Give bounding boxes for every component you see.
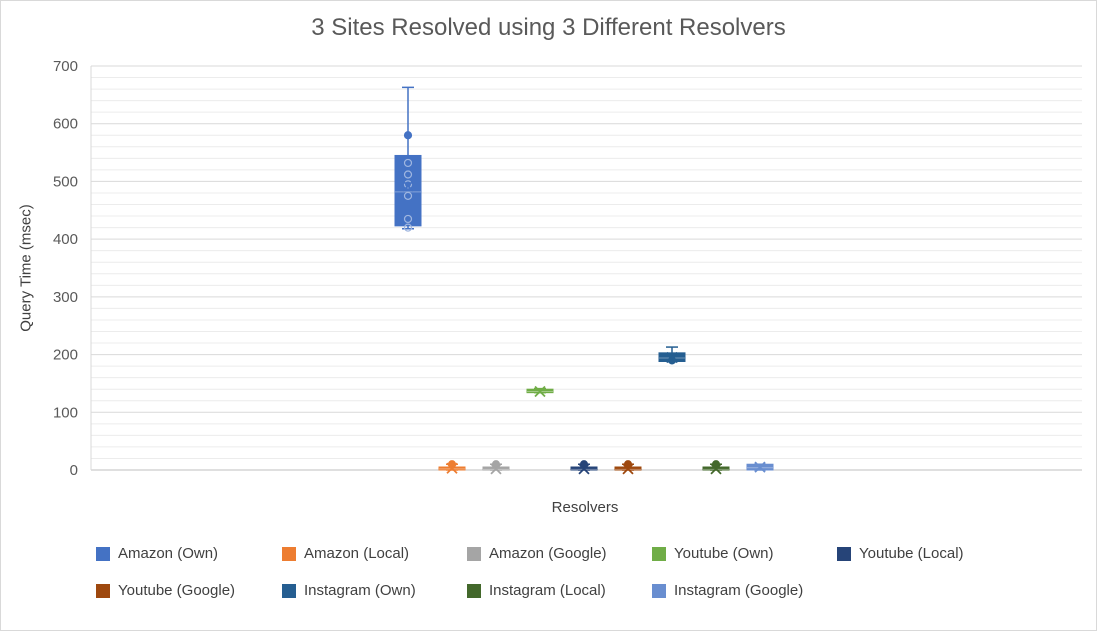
legend-swatch (652, 546, 666, 561)
legend-swatch (467, 583, 481, 598)
mean-marker (754, 461, 766, 473)
legend-item: Amazon (Own) (96, 545, 218, 562)
data-point (403, 223, 413, 232)
legend-swatch (467, 546, 481, 561)
legend-label: Youtube (Local) (859, 545, 964, 562)
legend-label: Amazon (Local) (304, 545, 410, 562)
x-axis-label: Resolvers (551, 499, 619, 516)
legend-swatch (652, 583, 666, 598)
data-point (403, 214, 413, 224)
y-tick-label: 300 (53, 289, 78, 306)
mean-marker (578, 463, 590, 475)
mean-marker (490, 463, 502, 475)
chart-title: 3 Sites Resolved using 3 Different Resol… (311, 14, 786, 41)
box-amazon-own (394, 154, 422, 227)
legend-item: Instagram (Google) (652, 582, 803, 599)
y-tick-label: 500 (53, 173, 78, 190)
data-point (403, 170, 413, 179)
mean-marker (622, 463, 634, 475)
legend-label: Instagram (Own) (304, 582, 416, 599)
legend-item: Amazon (Google) (467, 545, 607, 562)
legend-label: Youtube (Own) (674, 545, 774, 562)
legend-swatch (282, 546, 296, 561)
legend-item: Instagram (Own) (282, 582, 416, 599)
legend-label: Amazon (Own) (118, 545, 219, 562)
data-point (403, 131, 413, 140)
y-tick-label: 600 (53, 116, 78, 133)
legend-label: Youtube (Google) (118, 582, 236, 599)
legend-item: Youtube (Google) (96, 582, 235, 599)
legend-label: Amazon (Google) (489, 545, 607, 562)
legend-item: Youtube (Own) (652, 545, 774, 562)
y-tick-label: 400 (53, 231, 78, 248)
mean-marker (710, 463, 722, 475)
legend-item: Youtube (Local) (837, 545, 964, 562)
mean-marker (666, 351, 678, 364)
data-point (403, 191, 413, 200)
legend-item: Instagram (Local) (467, 582, 606, 599)
mean-marker (446, 462, 458, 474)
y-tick-label: 700 (53, 58, 78, 75)
y-tick-label: 0 (70, 462, 78, 479)
mean-marker (534, 385, 546, 398)
legend-label: Instagram (Google) (674, 582, 804, 599)
legend-item: Amazon (Local) (282, 545, 409, 562)
data-point (403, 180, 413, 189)
legend-swatch (282, 583, 296, 598)
y-tick-label: 100 (53, 404, 78, 421)
y-tick-label: 200 (53, 347, 78, 364)
legend-swatch (96, 583, 110, 598)
legend-swatch (96, 546, 110, 561)
legend-label: Instagram (Local) (489, 582, 606, 599)
data-point (403, 158, 413, 168)
mean-marker (402, 180, 414, 192)
legend-swatch (837, 546, 851, 561)
